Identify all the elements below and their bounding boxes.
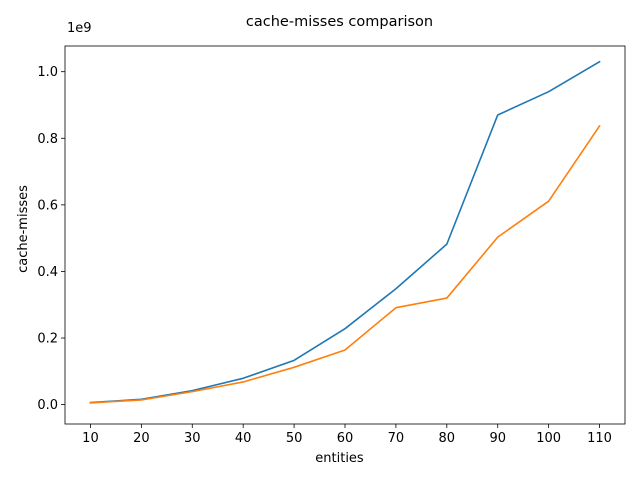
x-tick-label: 60 (337, 431, 354, 446)
x-tick-label: 90 (489, 431, 506, 446)
y-tick-label: 1.0 (37, 65, 58, 80)
x-tick-label: 80 (439, 431, 456, 446)
chart-title: cache-misses comparison (246, 14, 433, 30)
x-axis-label: entities (315, 451, 364, 466)
x-tick-label: 100 (536, 431, 561, 446)
y-tick-label: 0.4 (37, 265, 58, 280)
axes-layer: 10 20 30 40 50 60 70 80 90 100 110 0.0 0.2 0.4 0.6 0.8 1… (37, 45, 626, 446)
x-tick-label: 10 (82, 431, 99, 446)
series-layer (89, 60, 601, 404)
x-tick-label: 70 (388, 431, 405, 446)
y-tick-label: 0.0 (37, 398, 58, 413)
y-axis-label: cache-misses (16, 185, 31, 273)
x-tick-label: 110 (587, 431, 612, 446)
x-tick-label: 30 (184, 431, 201, 446)
x-tick-label: 20 (133, 431, 150, 446)
y-offset-label: 1e9 (67, 21, 92, 36)
x-tick-label: 40 (235, 431, 252, 446)
y-tick-label: 0.8 (37, 132, 58, 147)
x-tick-label: 50 (286, 431, 303, 446)
series-line-2 (89, 124, 601, 404)
y-tick-label: 0.6 (37, 198, 58, 213)
y-tick-label: 0.2 (37, 332, 58, 347)
series-line-1 (89, 60, 601, 404)
